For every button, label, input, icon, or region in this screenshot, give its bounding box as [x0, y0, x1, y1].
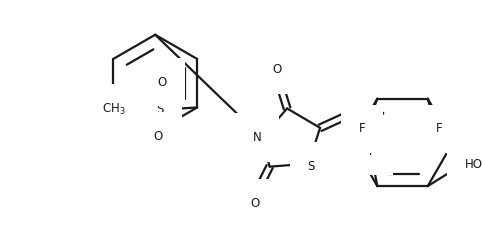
Text: $\mathregular{CH_3}$: $\mathregular{CH_3}$ [102, 102, 125, 117]
Text: O: O [251, 197, 260, 210]
Text: F: F [436, 122, 442, 135]
Text: O: O [154, 130, 163, 143]
Text: N: N [253, 131, 261, 144]
Text: F: F [359, 122, 365, 135]
Text: S: S [308, 160, 315, 173]
Text: S: S [157, 103, 164, 116]
Text: F: F [369, 145, 376, 158]
Text: O: O [273, 63, 282, 76]
Text: HO: HO [465, 158, 482, 171]
Text: O: O [158, 76, 167, 89]
